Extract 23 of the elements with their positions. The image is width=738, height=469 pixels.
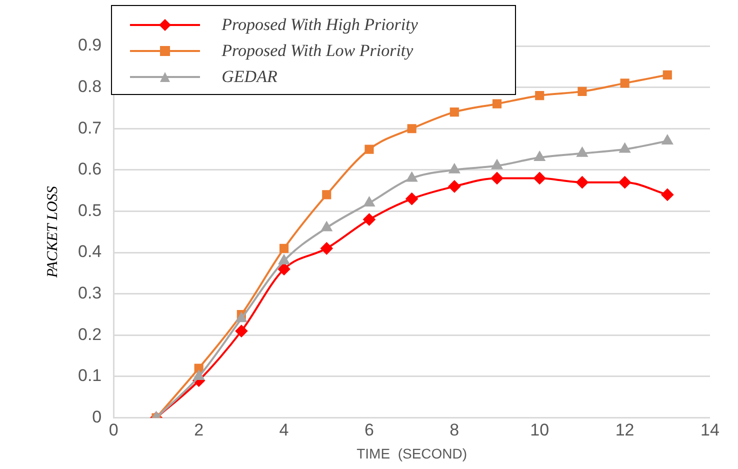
y-tick-label: 0 — [92, 407, 102, 426]
x-tick-label: 2 — [194, 420, 204, 440]
y-tick-label: 0.8 — [78, 77, 102, 96]
legend-label: Proposed With Low Priority — [222, 41, 414, 61]
x-tick-label: 8 — [450, 420, 460, 440]
x-tick-label: 10 — [530, 420, 550, 440]
x-tick-label: 12 — [615, 420, 634, 440]
legend-label: Proposed With High Priority — [222, 15, 418, 35]
x-tick-label: 14 — [700, 420, 720, 440]
y-tick-label: 0.3 — [78, 284, 102, 303]
x-tick-label: 6 — [364, 420, 374, 440]
y-tick-label: 0.2 — [78, 324, 102, 344]
y-tick-label: 0.6 — [78, 160, 102, 179]
x-axis-title: TIME (SECOND) — [356, 445, 468, 462]
y-tick-label: 0.1 — [78, 366, 102, 386]
y-tick-label: 0.9 — [78, 36, 102, 55]
x-tick-label: 4 — [279, 420, 289, 440]
legend-label: GEDAR — [222, 67, 278, 87]
x-tick-label: 0 — [108, 420, 118, 440]
y-axis-title: PACKET LOSS — [44, 186, 61, 279]
y-tick-label: 0.4 — [78, 242, 102, 262]
y-tick-label: 0.7 — [78, 118, 102, 138]
y-tick-label: 0.5 — [78, 200, 102, 220]
